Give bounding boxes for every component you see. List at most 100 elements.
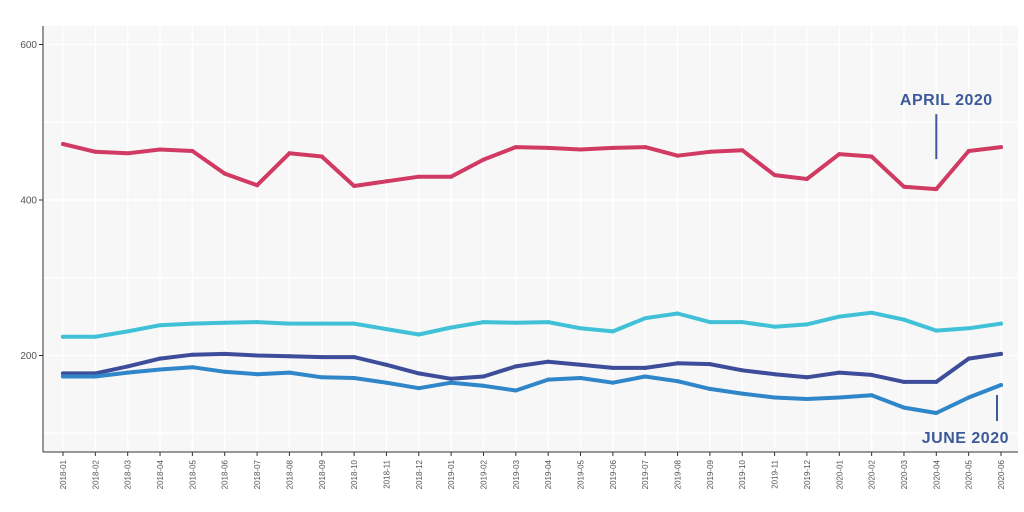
series-crimson-point-2018-07 (255, 183, 260, 188)
series-indigo-point-2019-11 (772, 372, 777, 377)
x-tick-label-2018-12: 2018-12 (415, 459, 424, 489)
series-blue-point-2019-07 (643, 374, 648, 379)
series-blue-point-2019-09 (707, 386, 712, 391)
series-crimson-point-2020-01 (837, 152, 842, 157)
series-cyan-point-2019-11 (772, 324, 777, 329)
series-blue-point-2018-09 (319, 375, 324, 380)
series-crimson-point-2020-05 (966, 149, 971, 153)
series-cyan-point-2019-10 (740, 320, 745, 325)
x-tick-label-2018-10: 2018-10 (350, 459, 359, 489)
series-blue-point-2020-05 (966, 395, 971, 400)
series-cyan-point-2020-05 (966, 326, 971, 331)
series-indigo-point-2020-03 (902, 379, 906, 384)
series-indigo-point-2018-06 (222, 351, 227, 356)
series-blue-point-2019-01 (449, 380, 454, 385)
series-indigo-point-2018-10 (352, 355, 357, 360)
series-crimson-point-2018-05 (190, 149, 195, 153)
series-crimson-point-2020-03 (902, 184, 906, 189)
series-indigo-point-2019-03 (513, 364, 518, 369)
series-indigo-point-2019-06 (610, 365, 615, 370)
series-blue-point-2018-11 (384, 380, 389, 385)
series-crimson-point-2019-03 (513, 145, 518, 150)
series-crimson-point-2019-11 (772, 173, 777, 178)
series-crimson-point-2018-03 (125, 151, 130, 156)
series-crimson-point-2019-09 (707, 149, 712, 154)
series-cyan-point-2019-01 (449, 325, 454, 330)
series-indigo-point-2019-12 (804, 375, 809, 380)
series-indigo-point-2018-12 (416, 371, 421, 376)
series-crimson-point-2020-06 (999, 145, 1003, 150)
gridlines (43, 26, 1018, 452)
series-crimson-point-2018-09 (319, 154, 324, 159)
series-indigo-point-2020-06 (999, 351, 1003, 356)
x-tick-label-2018-05: 2018-05 (188, 459, 197, 489)
series-cyan-point-2018-05 (190, 321, 195, 326)
series-blue-point-2020-02 (869, 393, 874, 398)
series-crimson-point-2019-08 (675, 153, 680, 158)
series-crimson-point-2020-02 (869, 154, 874, 159)
series-crimson-point-2018-11 (384, 179, 389, 184)
series-indigo-point-2019-01 (449, 376, 454, 381)
series-blue-point-2019-04 (546, 377, 551, 382)
series-indigo-point-2020-01 (837, 370, 842, 375)
x-tick-label-2018-09: 2018-09 (318, 459, 327, 489)
series-cyan-point-2019-02 (481, 320, 486, 325)
series-crimson-point-2018-02 (93, 149, 98, 154)
series-indigo-point-2019-05 (578, 362, 583, 367)
x-tick-label-2018-07: 2018-07 (253, 459, 262, 489)
series-blue-point-2018-02 (93, 374, 98, 379)
x-tick-label-2018-03: 2018-03 (124, 459, 133, 489)
x-tick-label-2018-01: 2018-01 (59, 459, 68, 489)
series-crimson-point-2018-08 (287, 151, 292, 156)
series-cyan-point-2020-01 (837, 314, 842, 319)
series-crimson-point-2019-04 (546, 145, 551, 150)
x-tick-label-2018-02: 2018-02 (91, 459, 100, 489)
series-indigo-point-2018-01 (61, 371, 65, 376)
series-blue-point-2019-06 (610, 380, 615, 385)
series-crimson-point-2019-06 (610, 145, 615, 150)
series-blue-point-2018-08 (287, 370, 292, 375)
series-blue-point-2019-08 (675, 379, 680, 384)
series-crimson-point-2019-02 (481, 157, 486, 162)
series-blue-point-2018-06 (222, 369, 227, 374)
series-indigo-point-2019-08 (675, 361, 680, 366)
series-blue-point-2020-06 (999, 383, 1003, 387)
series-cyan-point-2020-04 (934, 328, 939, 333)
series-crimson-line (61, 142, 1003, 192)
plot-area (43, 26, 1018, 452)
series-blue-point-2020-01 (837, 395, 842, 400)
x-tick-label-2019-03: 2019-03 (512, 459, 521, 489)
y-tick-label-600: 600 (20, 40, 37, 51)
series-indigo-point-2018-09 (319, 355, 324, 360)
series-cyan-point-2019-08 (675, 311, 680, 316)
series-cyan-point-2020-02 (869, 310, 874, 315)
x-axis-ticks: 2018-01 2018-02 2018-03 2018-04 2018-05 2018-… (59, 452, 1006, 489)
series-indigo-point-2018-05 (190, 352, 195, 357)
series-crimson-point-2019-01 (449, 174, 454, 179)
series-crimson-point-2018-10 (352, 184, 357, 188)
series-blue-point-2020-04 (934, 411, 939, 415)
annotations: APRIL 2020 JUNE 2020 (900, 92, 1009, 447)
x-tick-label-2018-08: 2018-08 (285, 459, 294, 489)
series-indigo-point-2019-04 (546, 359, 551, 364)
series-cyan-point-2018-07 (255, 320, 260, 325)
series-blue-point-2018-12 (416, 386, 421, 391)
series-cyan-point-2018-11 (384, 327, 389, 332)
series-crimson-point-2018-12 (416, 174, 421, 179)
series-lines (61, 142, 1003, 415)
x-tick-label-2019-11: 2019-11 (771, 459, 780, 488)
series-cyan-point-2018-02 (93, 334, 98, 339)
series-cyan-point-2019-04 (546, 320, 551, 325)
x-tick-label-2018-06: 2018-06 (221, 459, 230, 489)
annotation-june-2020-label: JUNE 2020 (922, 430, 1009, 447)
series-cyan-line (61, 310, 1003, 339)
x-tick-label-2018-11: 2018-11 (382, 459, 391, 488)
x-tick-label-2019-10: 2019-10 (738, 459, 747, 489)
x-tick-label-2020-06: 2020-06 (997, 459, 1006, 489)
series-blue-point-2019-11 (772, 395, 777, 400)
x-tick-label-2019-05: 2019-05 (577, 459, 586, 489)
series-cyan-point-2019-12 (804, 322, 809, 327)
series-cyan-point-2018-01 (61, 334, 65, 339)
series-blue-point-2018-04 (158, 367, 162, 372)
